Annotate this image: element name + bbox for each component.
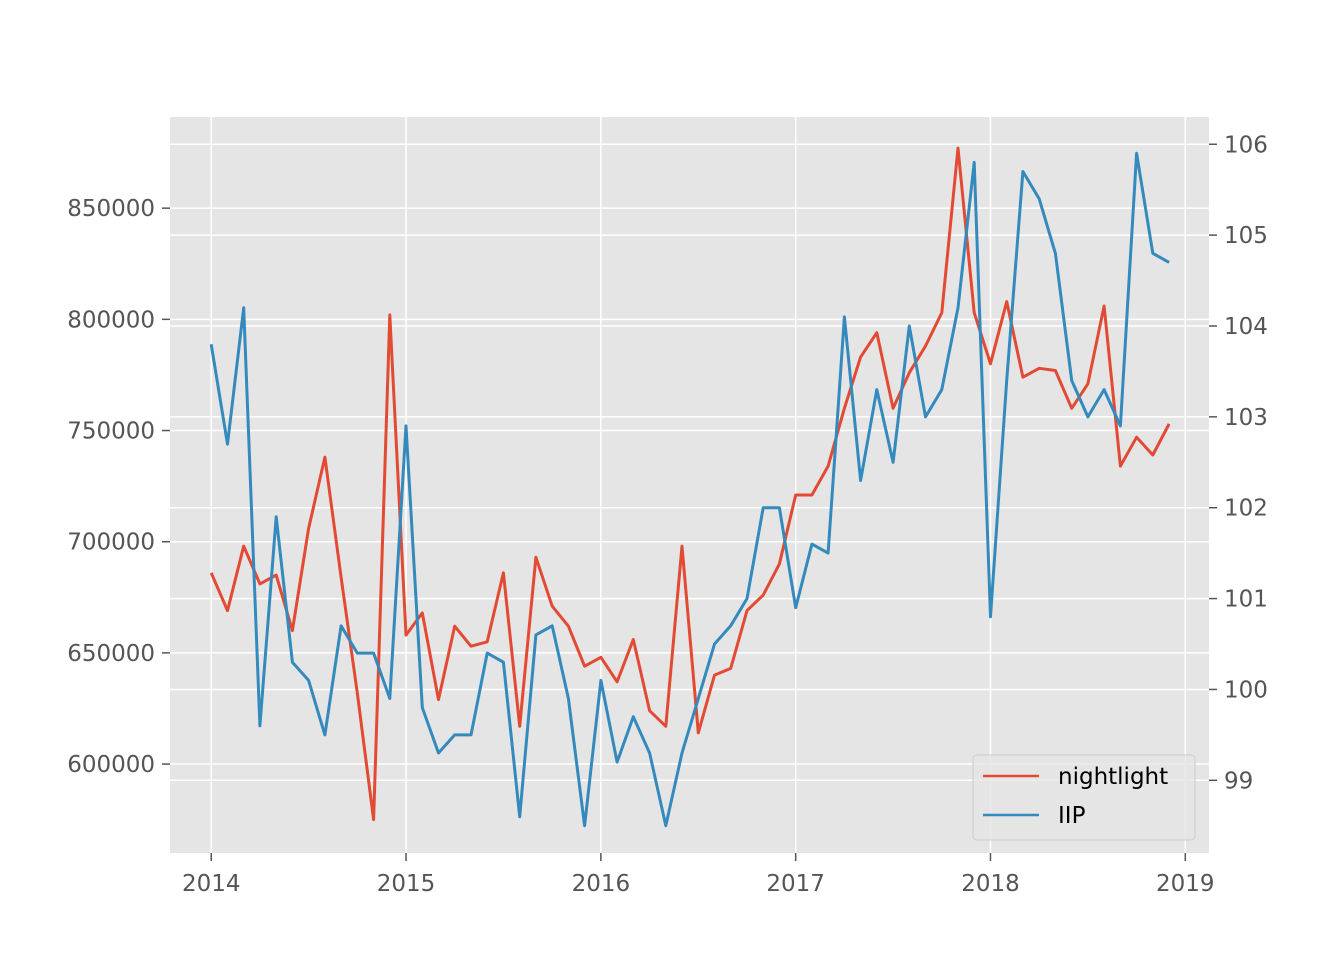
x-axis: 2014 2015 2016 2017 2018 2019 bbox=[182, 853, 1215, 897]
x-tick-label: 2018 bbox=[961, 871, 1020, 897]
y2-tick-label: 104 bbox=[1224, 314, 1268, 340]
y2-tick-label: 99 bbox=[1224, 768, 1253, 794]
y-tick-label: 600000 bbox=[67, 752, 155, 778]
y2-tick-label: 103 bbox=[1224, 405, 1268, 431]
series-line-nightlight bbox=[209, 146, 1171, 822]
y-axis-right: 99 100 101 102 103 104 105 106 bbox=[1209, 132, 1268, 794]
y2-tick-label: 105 bbox=[1224, 223, 1268, 249]
x-tick-label: 2015 bbox=[377, 871, 436, 897]
x-tick-label: 2014 bbox=[182, 871, 241, 897]
series-line-iip bbox=[209, 151, 1170, 828]
x-tick-label: 2016 bbox=[572, 871, 631, 897]
y2-tick-label: 101 bbox=[1224, 587, 1268, 613]
y-tick-label: 700000 bbox=[67, 530, 155, 556]
y2-tick-label: 100 bbox=[1224, 677, 1268, 703]
plot-background bbox=[170, 117, 1209, 853]
y2-tick-label: 106 bbox=[1224, 132, 1268, 158]
y-tick-label: 850000 bbox=[67, 196, 155, 222]
legend-label-nightlight: nightlight bbox=[1058, 764, 1168, 790]
y-tick-label: 800000 bbox=[67, 307, 155, 333]
x-tick-label: 2019 bbox=[1156, 871, 1215, 897]
x-tick-label: 2017 bbox=[766, 871, 825, 897]
y-tick-label: 750000 bbox=[67, 419, 155, 445]
y2-tick-label: 102 bbox=[1224, 496, 1268, 522]
legend: nightlight IIP bbox=[972, 754, 1196, 841]
y-axis-left: 600000 650000 700000 750000 800000 850000 bbox=[67, 196, 170, 778]
y-tick-label: 650000 bbox=[67, 641, 155, 667]
series-layer bbox=[209, 146, 1171, 828]
legend-label-iip: IIP bbox=[1058, 803, 1086, 829]
